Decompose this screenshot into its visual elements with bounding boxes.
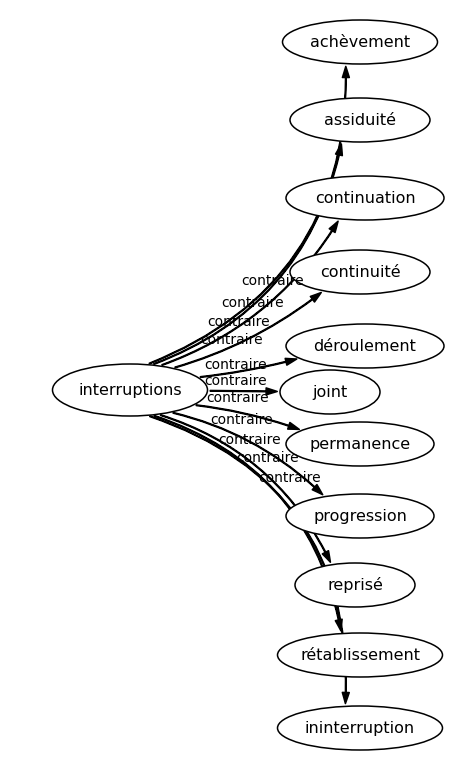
FancyArrowPatch shape [200,358,297,377]
Text: contraire: contraire [200,333,263,347]
Ellipse shape [53,364,207,416]
FancyArrowPatch shape [173,412,323,495]
Ellipse shape [295,563,415,607]
FancyArrowPatch shape [162,221,338,365]
Text: contraire: contraire [221,296,284,310]
Text: ininterruption: ininterruption [305,721,415,735]
Text: contraire: contraire [210,413,273,427]
Text: déroulement: déroulement [314,339,417,354]
Text: contraire: contraire [236,451,299,465]
FancyArrowPatch shape [160,414,330,562]
Text: rétablissement: rétablissement [300,647,420,662]
FancyArrowPatch shape [196,405,299,429]
Text: joint: joint [312,385,348,400]
Text: interruptions: interruptions [78,382,182,397]
Ellipse shape [286,324,444,368]
Text: achèvement: achèvement [310,34,410,50]
Text: continuation: continuation [315,191,415,206]
Text: contraire: contraire [259,471,321,485]
FancyArrowPatch shape [154,144,343,365]
Text: contraire: contraire [219,432,281,446]
FancyArrowPatch shape [175,292,321,368]
Text: contraire: contraire [205,358,267,372]
Text: continuité: continuité [320,265,400,280]
Ellipse shape [286,176,444,220]
Text: reprisé: reprisé [327,577,383,593]
Ellipse shape [290,98,430,142]
Ellipse shape [290,250,430,294]
Text: assiduité: assiduité [324,112,396,128]
FancyArrowPatch shape [149,66,350,364]
Text: contraire: contraire [204,374,267,388]
Text: contraire: contraire [241,274,304,288]
Ellipse shape [286,422,434,466]
Ellipse shape [277,706,443,750]
FancyArrowPatch shape [154,415,342,631]
Ellipse shape [280,370,380,414]
Ellipse shape [282,20,438,64]
Text: contraire: contraire [207,315,270,329]
Text: contraire: contraire [206,391,269,405]
FancyArrowPatch shape [150,416,349,703]
Text: permanence: permanence [309,436,411,452]
Ellipse shape [277,633,443,677]
Text: progression: progression [313,509,407,523]
FancyArrowPatch shape [210,388,277,395]
Ellipse shape [286,494,434,538]
